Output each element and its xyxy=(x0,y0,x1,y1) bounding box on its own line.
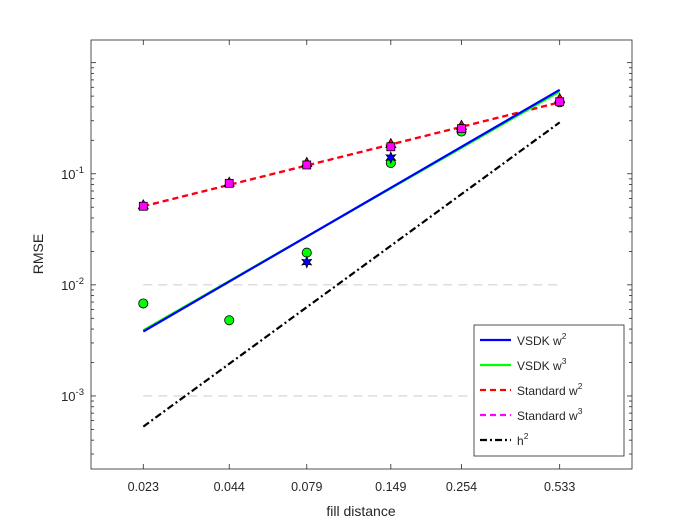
data-point xyxy=(224,178,234,188)
legend-label: Standard w3 xyxy=(517,406,583,423)
series-line xyxy=(142,88,561,333)
data-point xyxy=(224,315,235,326)
x-axis: 0.023 0.044 0.079 0.149 0.254 0.533 xyxy=(128,40,575,494)
axes-box xyxy=(90,39,633,470)
data-point xyxy=(555,97,565,107)
legend-label: VSDK w3 xyxy=(517,356,567,373)
series-line xyxy=(143,101,560,208)
markers xyxy=(137,92,566,326)
y-tick-label: 10-1 xyxy=(61,165,84,182)
data-point xyxy=(138,201,148,211)
legend-label: h2 xyxy=(517,431,529,448)
x-tick-label: 0.044 xyxy=(214,480,245,494)
data-point xyxy=(457,124,466,134)
legend-label: Standard w2 xyxy=(517,381,583,398)
series-line xyxy=(142,121,561,428)
data-point xyxy=(302,160,312,170)
data-point xyxy=(386,142,396,152)
y-axis-label: RMSE xyxy=(30,234,46,274)
x-tick-label: 0.079 xyxy=(291,480,322,494)
legend-box xyxy=(473,324,625,457)
y-axis: 10-3 10-2 10-1 xyxy=(61,62,632,455)
data-point xyxy=(301,255,313,269)
x-tick-label: 0.254 xyxy=(446,480,477,494)
data-point xyxy=(385,150,397,165)
x-tick-label: 0.533 xyxy=(544,480,575,494)
y-tick-label: 10-2 xyxy=(61,276,84,293)
legend-label: VSDK w2 xyxy=(517,331,567,348)
x-tick-label: 0.023 xyxy=(128,480,159,494)
y-tick-label: 10-3 xyxy=(61,387,84,404)
legend: VSDK w2 VSDK w3 Standard w2 Standard w3 h2 xyxy=(473,324,625,457)
data-point xyxy=(138,298,149,309)
series-lines xyxy=(142,88,561,428)
x-axis-label: fill distance xyxy=(326,503,395,519)
x-tick-label: 0.149 xyxy=(375,480,406,494)
